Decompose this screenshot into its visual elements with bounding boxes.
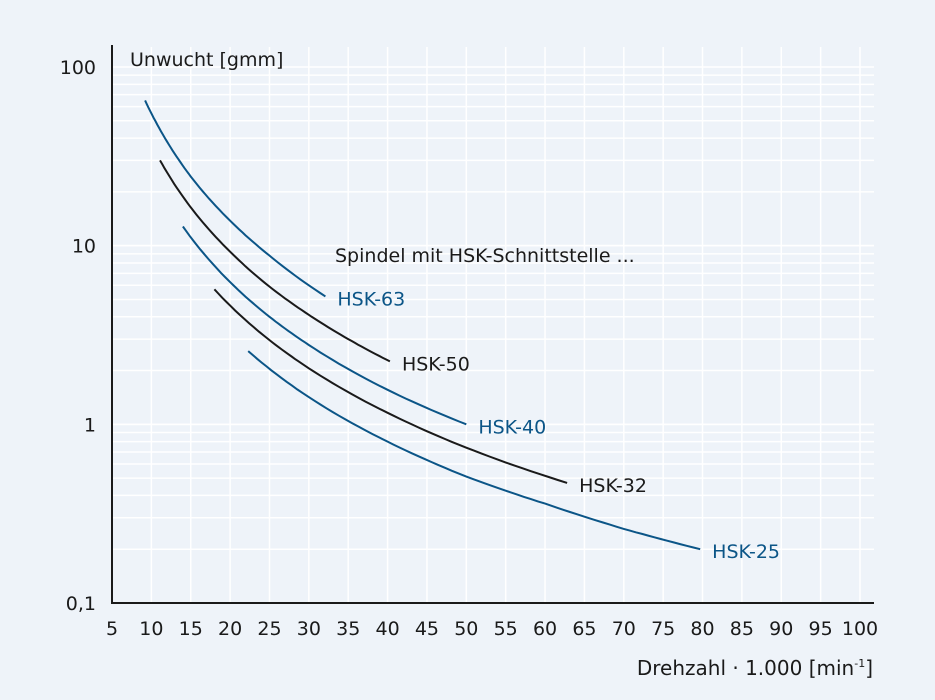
x-tick-label: 95 (809, 618, 833, 640)
series-line-hsk-32 (213, 288, 568, 484)
x-tick-label: 15 (179, 618, 203, 640)
series-line-hsk-50 (159, 159, 391, 363)
x-tick-label: 35 (336, 618, 360, 640)
y-axis-label: Unwucht [gmm] (130, 49, 283, 71)
x-tick-label: 5 (106, 618, 118, 640)
y-tick-label: 0,1 (66, 593, 96, 615)
x-tick-label: 90 (769, 618, 793, 640)
series-label-hsk-25: HSK-25 (712, 541, 780, 563)
x-tick-label: 25 (257, 618, 281, 640)
x-tick-label: 10 (139, 618, 163, 640)
series-label-hsk-50: HSK-50 (402, 353, 470, 375)
axes (111, 45, 874, 604)
x-axis-label-close: ] (865, 656, 873, 680)
x-tick-label: 80 (690, 618, 714, 640)
series-line-hsk-63 (144, 99, 326, 298)
series-label-hsk-32: HSK-32 (579, 475, 647, 497)
series-lines (144, 99, 701, 551)
x-tick-label: 65 (572, 618, 596, 640)
tick-labels: 5 10 15 20 25 30 35 40 45 50 55 60 65 70 75 80 85 90 95 100… (60, 57, 878, 640)
x-tick-label: 45 (415, 618, 439, 640)
x-tick-label: 55 (494, 618, 518, 640)
x-tick-label: 70 (612, 618, 636, 640)
x-tick-label: 75 (651, 618, 675, 640)
x-tick-label: 20 (218, 618, 242, 640)
series-labels: HSK-63 HSK-50 HSK-40 HSK-32 HSK-25 (337, 288, 780, 563)
grid (112, 47, 874, 603)
x-axis-label-exponent: -1 (854, 657, 866, 670)
x-tick-label: 30 (297, 618, 321, 640)
x-tick-label: 60 (533, 618, 557, 640)
y-tick-label: 10 (72, 236, 96, 258)
x-tick-label: 50 (454, 618, 478, 640)
y-tick-label: 100 (60, 57, 96, 79)
series-line-hsk-25 (247, 350, 701, 551)
x-tick-label: 85 (730, 618, 754, 640)
x-axis-label-text: Drehzahl · 1.000 [min (636, 656, 855, 680)
series-label-hsk-40: HSK-40 (478, 416, 546, 438)
series-line-hsk-40 (182, 225, 467, 426)
series-label-hsk-63: HSK-63 (337, 288, 405, 310)
x-axis-label: Drehzahl · 1.000 [min-1] (637, 656, 873, 680)
x-tick-label: 100 (842, 618, 878, 640)
y-tick-label: 1 (84, 414, 96, 436)
chart-title: Spindel mit HSK-Schnittstelle ... (335, 245, 635, 267)
x-tick-label: 40 (375, 618, 399, 640)
